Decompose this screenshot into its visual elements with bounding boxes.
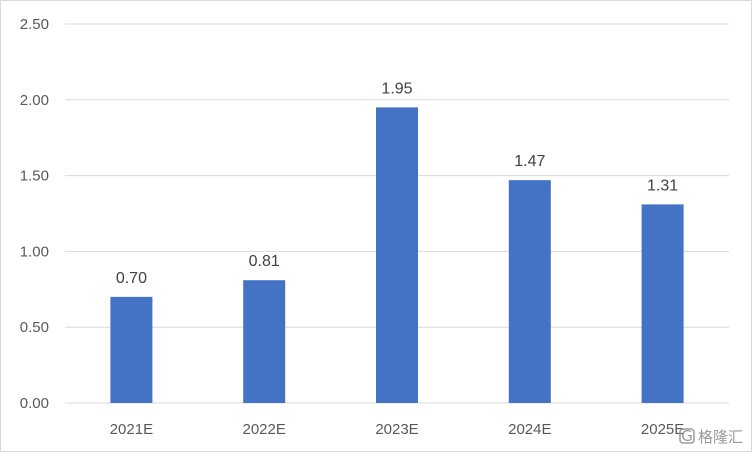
bars <box>110 107 684 403</box>
y-tick-label: 1.50 <box>20 168 49 185</box>
x-tick-label: 2023E <box>375 421 418 438</box>
y-tick-label: 0.00 <box>20 395 49 412</box>
data-label: 0.81 <box>249 253 280 270</box>
g-logo-icon <box>679 428 695 444</box>
bar <box>110 296 153 403</box>
watermark: G 格隆汇 <box>679 427 743 446</box>
bar <box>641 204 684 403</box>
watermark-text: 格隆汇 <box>698 428 743 446</box>
y-tick-label: 2.50 <box>20 16 49 33</box>
y-tick-label: 2.00 <box>20 92 49 109</box>
y-tick-label: 1.00 <box>20 243 49 260</box>
data-label: 1.95 <box>381 80 412 97</box>
x-tick-label: 2022E <box>243 421 286 438</box>
data-label: 1.31 <box>647 177 678 194</box>
data-labels: 0.70 0.81 1.95 1.47 1.31 <box>116 80 678 287</box>
x-tick-label: 2025E <box>641 421 684 438</box>
x-tick-label: 2021E <box>110 421 153 438</box>
watermark-g-letter: G <box>681 427 693 445</box>
bar <box>243 280 286 403</box>
y-axis-ticks: 0.00 0.50 1.00 1.50 2.00 2.50 <box>20 16 49 412</box>
x-tick-label: 2024E <box>508 421 551 438</box>
bar <box>508 180 551 403</box>
x-axis-ticks: 2021E 2022E 2023E 2024E 2025E <box>110 421 685 438</box>
bar <box>376 107 418 403</box>
data-label: 1.47 <box>514 153 545 170</box>
y-tick-label: 0.50 <box>20 319 49 336</box>
data-label: 0.70 <box>116 270 147 287</box>
